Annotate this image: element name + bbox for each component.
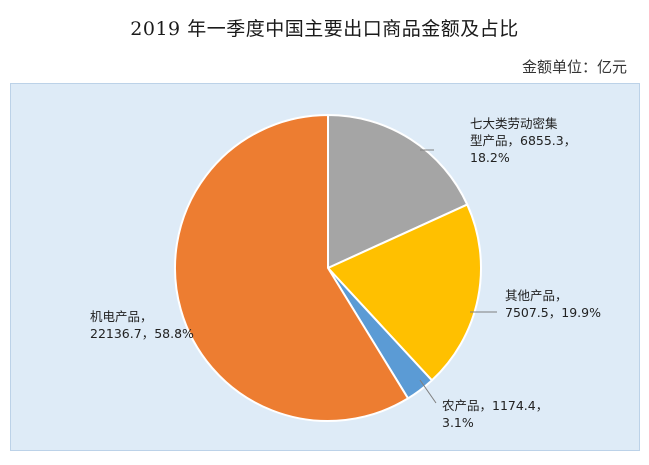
data-label-agricultural: 农产品，1174.4， 3.1%	[442, 398, 548, 430]
unit-label: 金额单位：亿元	[521, 58, 627, 76]
leader-line-electromechanical	[177, 329, 181, 335]
pie-slice-other	[326, 203, 482, 382]
leader-line-agricultural	[419, 379, 437, 404]
data-label-labor-intensive: 七大类劳动密集型产品，6855.3， 18.2%	[470, 116, 576, 165]
data-label-other: 其他产品， 7507.5，19.9%	[505, 288, 601, 320]
pie-slice-electromechanical	[174, 113, 410, 422]
pie-slice-labor-intensive	[327, 113, 469, 270]
chart-title: 2019 年一季度中国主要出口商品金额及占比	[130, 18, 519, 40]
data-label-electromechanical: 机电产品， 22136.7，58.8%	[90, 309, 194, 341]
